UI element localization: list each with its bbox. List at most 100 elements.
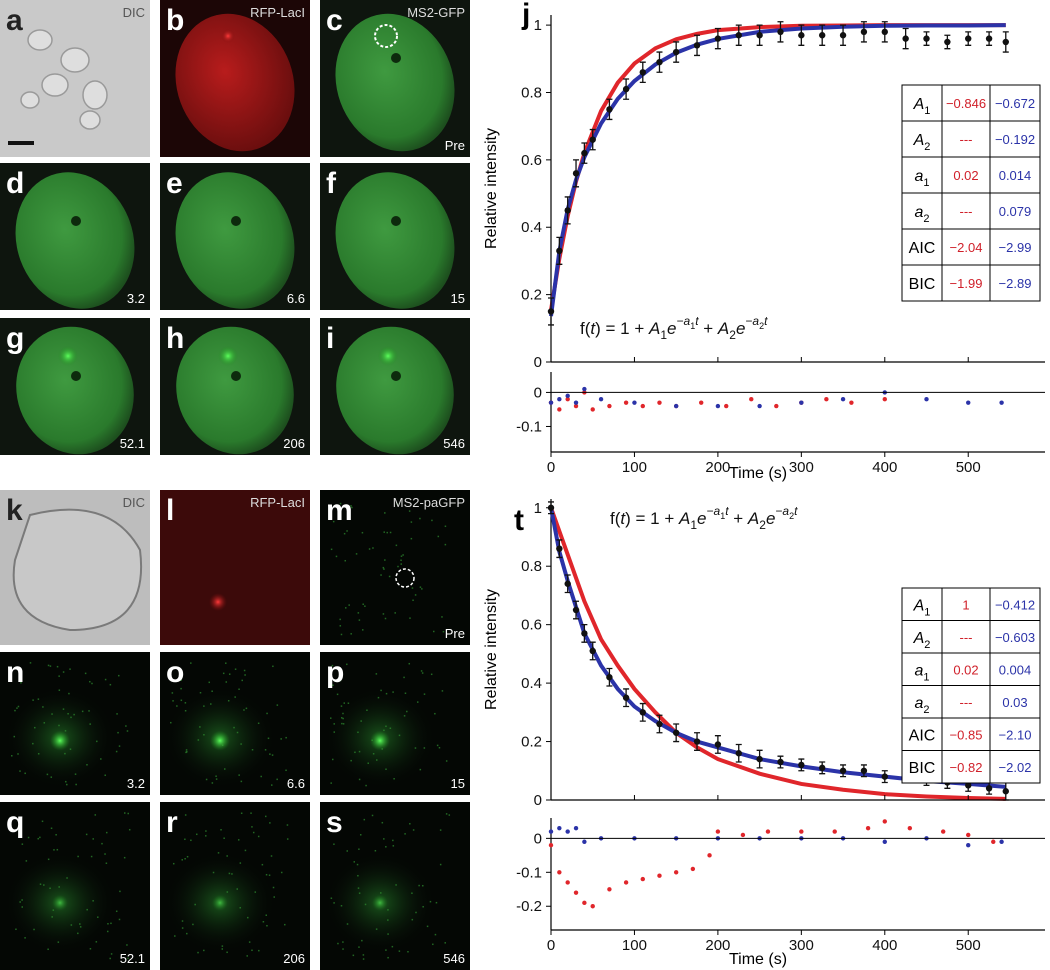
x-tick-label: 300 xyxy=(789,459,814,476)
formula-part: t xyxy=(725,504,729,518)
speckle xyxy=(333,902,335,904)
speckle xyxy=(439,863,442,866)
speckle xyxy=(65,780,67,783)
speckle xyxy=(276,704,279,706)
residual-point xyxy=(590,904,595,909)
residual-point xyxy=(582,900,587,906)
speckle xyxy=(234,668,237,670)
speckle xyxy=(58,886,60,888)
data-point xyxy=(798,761,805,769)
speckle xyxy=(419,586,422,588)
speckle xyxy=(264,749,267,751)
x-tick-label: 400 xyxy=(872,937,897,954)
table-cell: −0.85 xyxy=(950,727,983,742)
residual-point xyxy=(749,397,754,402)
speckle xyxy=(16,707,18,709)
speckle xyxy=(423,693,426,695)
nucleus xyxy=(175,13,295,152)
speckle xyxy=(387,909,389,911)
speckle xyxy=(363,818,366,821)
speckle xyxy=(62,671,65,673)
speckle xyxy=(233,726,235,729)
speckle xyxy=(260,775,262,778)
residual-point xyxy=(765,829,771,834)
speckle xyxy=(357,874,359,877)
cell-shape xyxy=(12,508,143,632)
panel-label: l xyxy=(166,494,174,527)
speckle xyxy=(221,948,224,950)
data-point xyxy=(556,545,563,552)
x-tick-label: 100 xyxy=(622,937,647,954)
residual-point xyxy=(640,403,645,409)
speckle xyxy=(186,751,188,753)
residual-point xyxy=(966,832,971,838)
speckle xyxy=(128,828,131,831)
speckle xyxy=(394,612,396,614)
speckle xyxy=(254,891,257,893)
formula-part: t xyxy=(764,314,768,328)
formula-part: e xyxy=(766,509,775,528)
table-cell: 0.03 xyxy=(1002,695,1027,710)
speckle xyxy=(77,855,79,858)
symbol: a xyxy=(914,168,923,185)
speckle xyxy=(24,772,26,775)
residual-point xyxy=(865,825,871,831)
formula-part: A xyxy=(678,509,690,528)
speckle xyxy=(353,861,356,863)
table-cell: --- xyxy=(960,132,973,147)
image-panel: f 15 xyxy=(320,163,470,310)
x-tick-label: 500 xyxy=(956,459,981,476)
table-cell: −0.672 xyxy=(995,96,1035,111)
speckle xyxy=(101,842,103,845)
speckle xyxy=(81,710,84,713)
time-label: 546 xyxy=(443,951,465,966)
panel-label: q xyxy=(6,806,24,839)
speckle xyxy=(190,662,192,664)
speckle xyxy=(32,699,34,701)
speckle xyxy=(272,665,274,668)
speckle xyxy=(269,822,271,824)
speckle xyxy=(92,900,94,902)
speckle xyxy=(400,555,403,557)
residual-point xyxy=(882,839,887,844)
nucleus xyxy=(335,172,455,309)
speckle xyxy=(422,906,424,908)
speckle xyxy=(366,709,368,712)
time-label: Pre xyxy=(445,138,465,153)
nucleus xyxy=(175,172,295,309)
speckle xyxy=(419,768,422,771)
speckle xyxy=(385,846,387,848)
data-point xyxy=(556,247,563,255)
image-panel: b RFP-LacI xyxy=(160,0,310,157)
speckle xyxy=(358,892,361,894)
speckle xyxy=(352,954,355,957)
speckle xyxy=(37,753,40,755)
speckle xyxy=(245,707,248,710)
speckle xyxy=(197,951,199,954)
speckle xyxy=(117,731,119,734)
speckle xyxy=(350,505,352,507)
speckle xyxy=(442,630,445,633)
speckle xyxy=(56,665,59,668)
speckle xyxy=(357,887,360,889)
speckle xyxy=(441,690,444,692)
residual-point xyxy=(799,400,804,405)
speckle xyxy=(109,957,111,960)
speckle xyxy=(384,559,386,561)
speckle xyxy=(345,607,347,609)
speckle xyxy=(211,690,213,693)
speckle xyxy=(403,715,406,717)
speckle xyxy=(330,717,332,719)
table-symbol: a2 xyxy=(914,695,929,716)
speckle xyxy=(215,778,218,780)
speckle xyxy=(422,884,424,887)
speckle xyxy=(220,829,222,831)
image-panel: a DIC xyxy=(0,0,150,157)
residual-point xyxy=(715,403,721,409)
panel-label: k xyxy=(6,494,23,527)
formula-part: A xyxy=(648,319,660,338)
speckle xyxy=(43,884,45,886)
speckle xyxy=(89,723,91,725)
speckle xyxy=(389,531,392,534)
speckle xyxy=(385,949,387,951)
